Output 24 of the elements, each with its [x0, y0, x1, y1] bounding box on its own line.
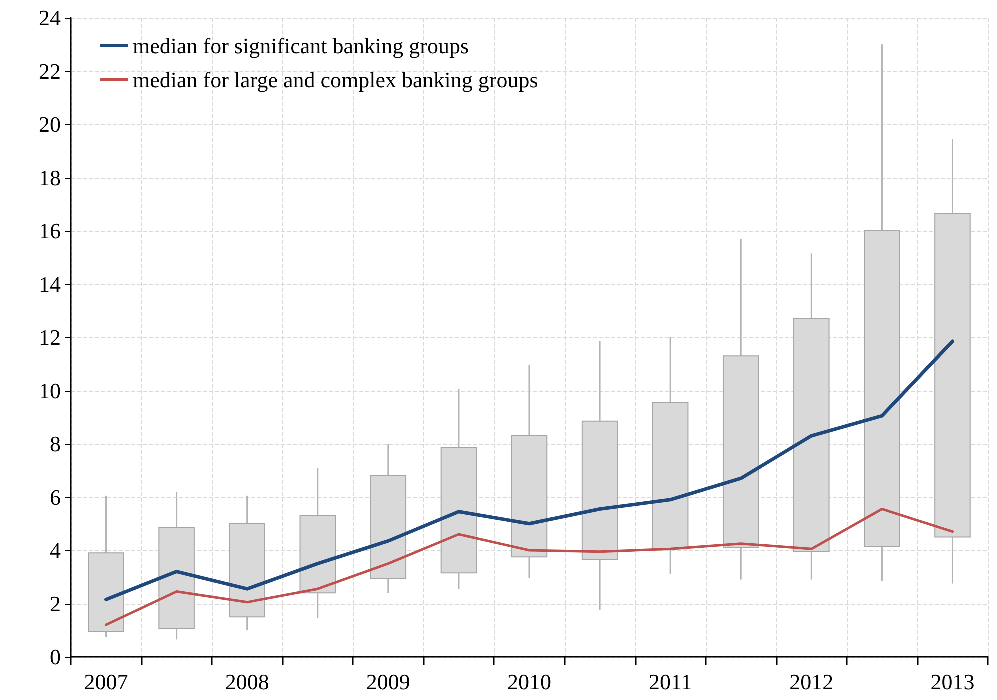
y-tick-label: 0 — [50, 644, 61, 670]
legend-label: median for large and complex banking groups — [133, 68, 538, 92]
x-tick-label: 2007 — [84, 670, 128, 694]
y-tick-label: 10 — [39, 378, 61, 404]
line-series — [105, 508, 954, 626]
x-tick-label: 2013 — [930, 670, 975, 694]
y-tick-label: 8 — [50, 432, 61, 456]
x-tick-label: 2010 — [508, 670, 552, 694]
y-tick-label: 2 — [50, 591, 61, 616]
y-tick-label: 14 — [39, 272, 61, 297]
line-series — [104, 340, 954, 602]
x-tick-label: 2009 — [366, 670, 410, 694]
y-tick-label: 4 — [50, 538, 61, 563]
y-tick-label: 22 — [39, 58, 61, 84]
y-tick-label: 6 — [50, 484, 61, 510]
x-tick-label: 2008 — [225, 670, 270, 694]
x-tick-label: 2011 — [648, 670, 692, 694]
x-tick-label: 2012 — [790, 670, 834, 694]
y-tick-label: 18 — [39, 165, 61, 190]
y-tick-label: 20 — [39, 112, 61, 137]
y-tick-label: 24 — [39, 6, 61, 30]
y-tick-label: 12 — [39, 325, 61, 350]
y-tick-label: 16 — [39, 218, 61, 244]
legend-label: median for significant banking groups — [133, 34, 470, 58]
